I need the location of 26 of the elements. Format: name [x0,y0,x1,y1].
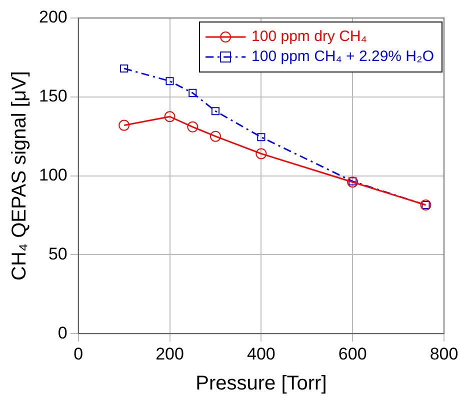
x-tick-label: 400 [246,344,276,364]
x-tick-label: 0 [74,344,84,364]
y-tick-label: 200 [38,8,68,27]
y-axis-title: CH₄ QEPAS signal [μV] [8,71,31,280]
legend-label: 100 ppm CH₄ + 2.29% H₂O [252,48,434,66]
point [347,176,358,188]
y-tick-label: 0 [58,323,68,342]
point [164,111,176,122]
point [187,121,198,132]
x-tick-label: 600 [338,344,367,364]
legend-label: 100 ppm dry CH₄ [252,28,367,46]
y-tick-label: 100 [38,165,68,184]
point [256,148,267,160]
point [210,130,221,142]
x-tick-label: 200 [156,344,184,364]
point [188,88,197,97]
x-tick-label: 800 [430,344,458,364]
point [211,107,220,116]
point [166,77,174,86]
point [118,120,130,131]
x-axis-title: Pressure [Torr] [196,372,327,395]
point [120,64,128,73]
point [348,177,357,186]
y-tick-label: 150 [38,86,68,106]
y-tick-label: 50 [48,244,68,264]
point [257,133,266,142]
